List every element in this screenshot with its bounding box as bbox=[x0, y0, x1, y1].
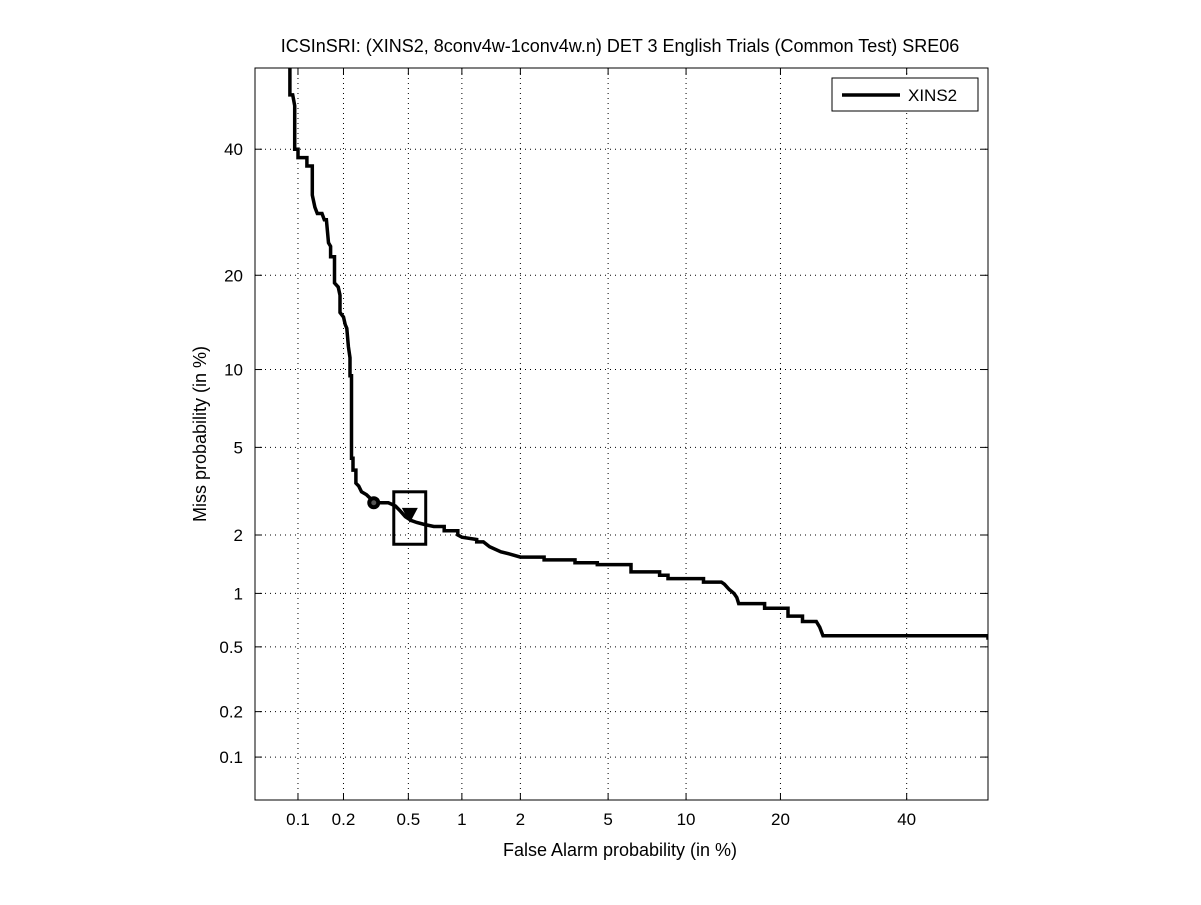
confidence-box-marker bbox=[392, 490, 428, 546]
x-tick-label: 5 bbox=[603, 810, 612, 829]
x-tick-label: 0.1 bbox=[286, 810, 310, 829]
y-tick-label: 1 bbox=[234, 584, 243, 603]
y-tick-label: 10 bbox=[224, 361, 243, 380]
x-tick-label: 40 bbox=[897, 810, 916, 829]
x-tick-label: 0.5 bbox=[397, 810, 421, 829]
axis-ticks: 0.1 0.2 0.5 1 2 5 10 20 40 0.1 0.2 0.5 1 2 5 10 20 40 bbox=[219, 68, 988, 829]
grid bbox=[255, 68, 988, 800]
plot-frame bbox=[254, 67, 989, 801]
x-tick-label: 20 bbox=[771, 810, 790, 829]
x-tick-label: 2 bbox=[516, 810, 525, 829]
min-dcf-circle-marker-center bbox=[371, 500, 377, 506]
plot-area bbox=[288, 68, 988, 640]
y-tick-label: 40 bbox=[224, 140, 243, 159]
legend: XINS2 bbox=[831, 77, 979, 112]
x-tick-label: 0.2 bbox=[332, 810, 356, 829]
actual-dcf-triangle-marker bbox=[401, 507, 418, 523]
y-tick-label: 2 bbox=[234, 526, 243, 545]
y-axis-title: Miss probability (in %) bbox=[190, 346, 210, 522]
chart-title: ICSInSRI: (XINS2, 8conv4w-1conv4w.n) DET… bbox=[281, 36, 960, 56]
y-tick-label: 0.1 bbox=[219, 748, 243, 767]
x-tick-label: 1 bbox=[457, 810, 466, 829]
y-tick-label: 5 bbox=[234, 438, 243, 457]
y-tick-label: 0.5 bbox=[219, 638, 243, 657]
x-axis-title: False Alarm probability (in %) bbox=[503, 840, 737, 860]
det-curve-xins2 bbox=[288, 68, 988, 640]
x-tick-label: 10 bbox=[677, 810, 696, 829]
legend-label: XINS2 bbox=[908, 86, 957, 105]
y-tick-label: 20 bbox=[224, 266, 243, 285]
y-tick-label: 0.2 bbox=[219, 703, 243, 722]
